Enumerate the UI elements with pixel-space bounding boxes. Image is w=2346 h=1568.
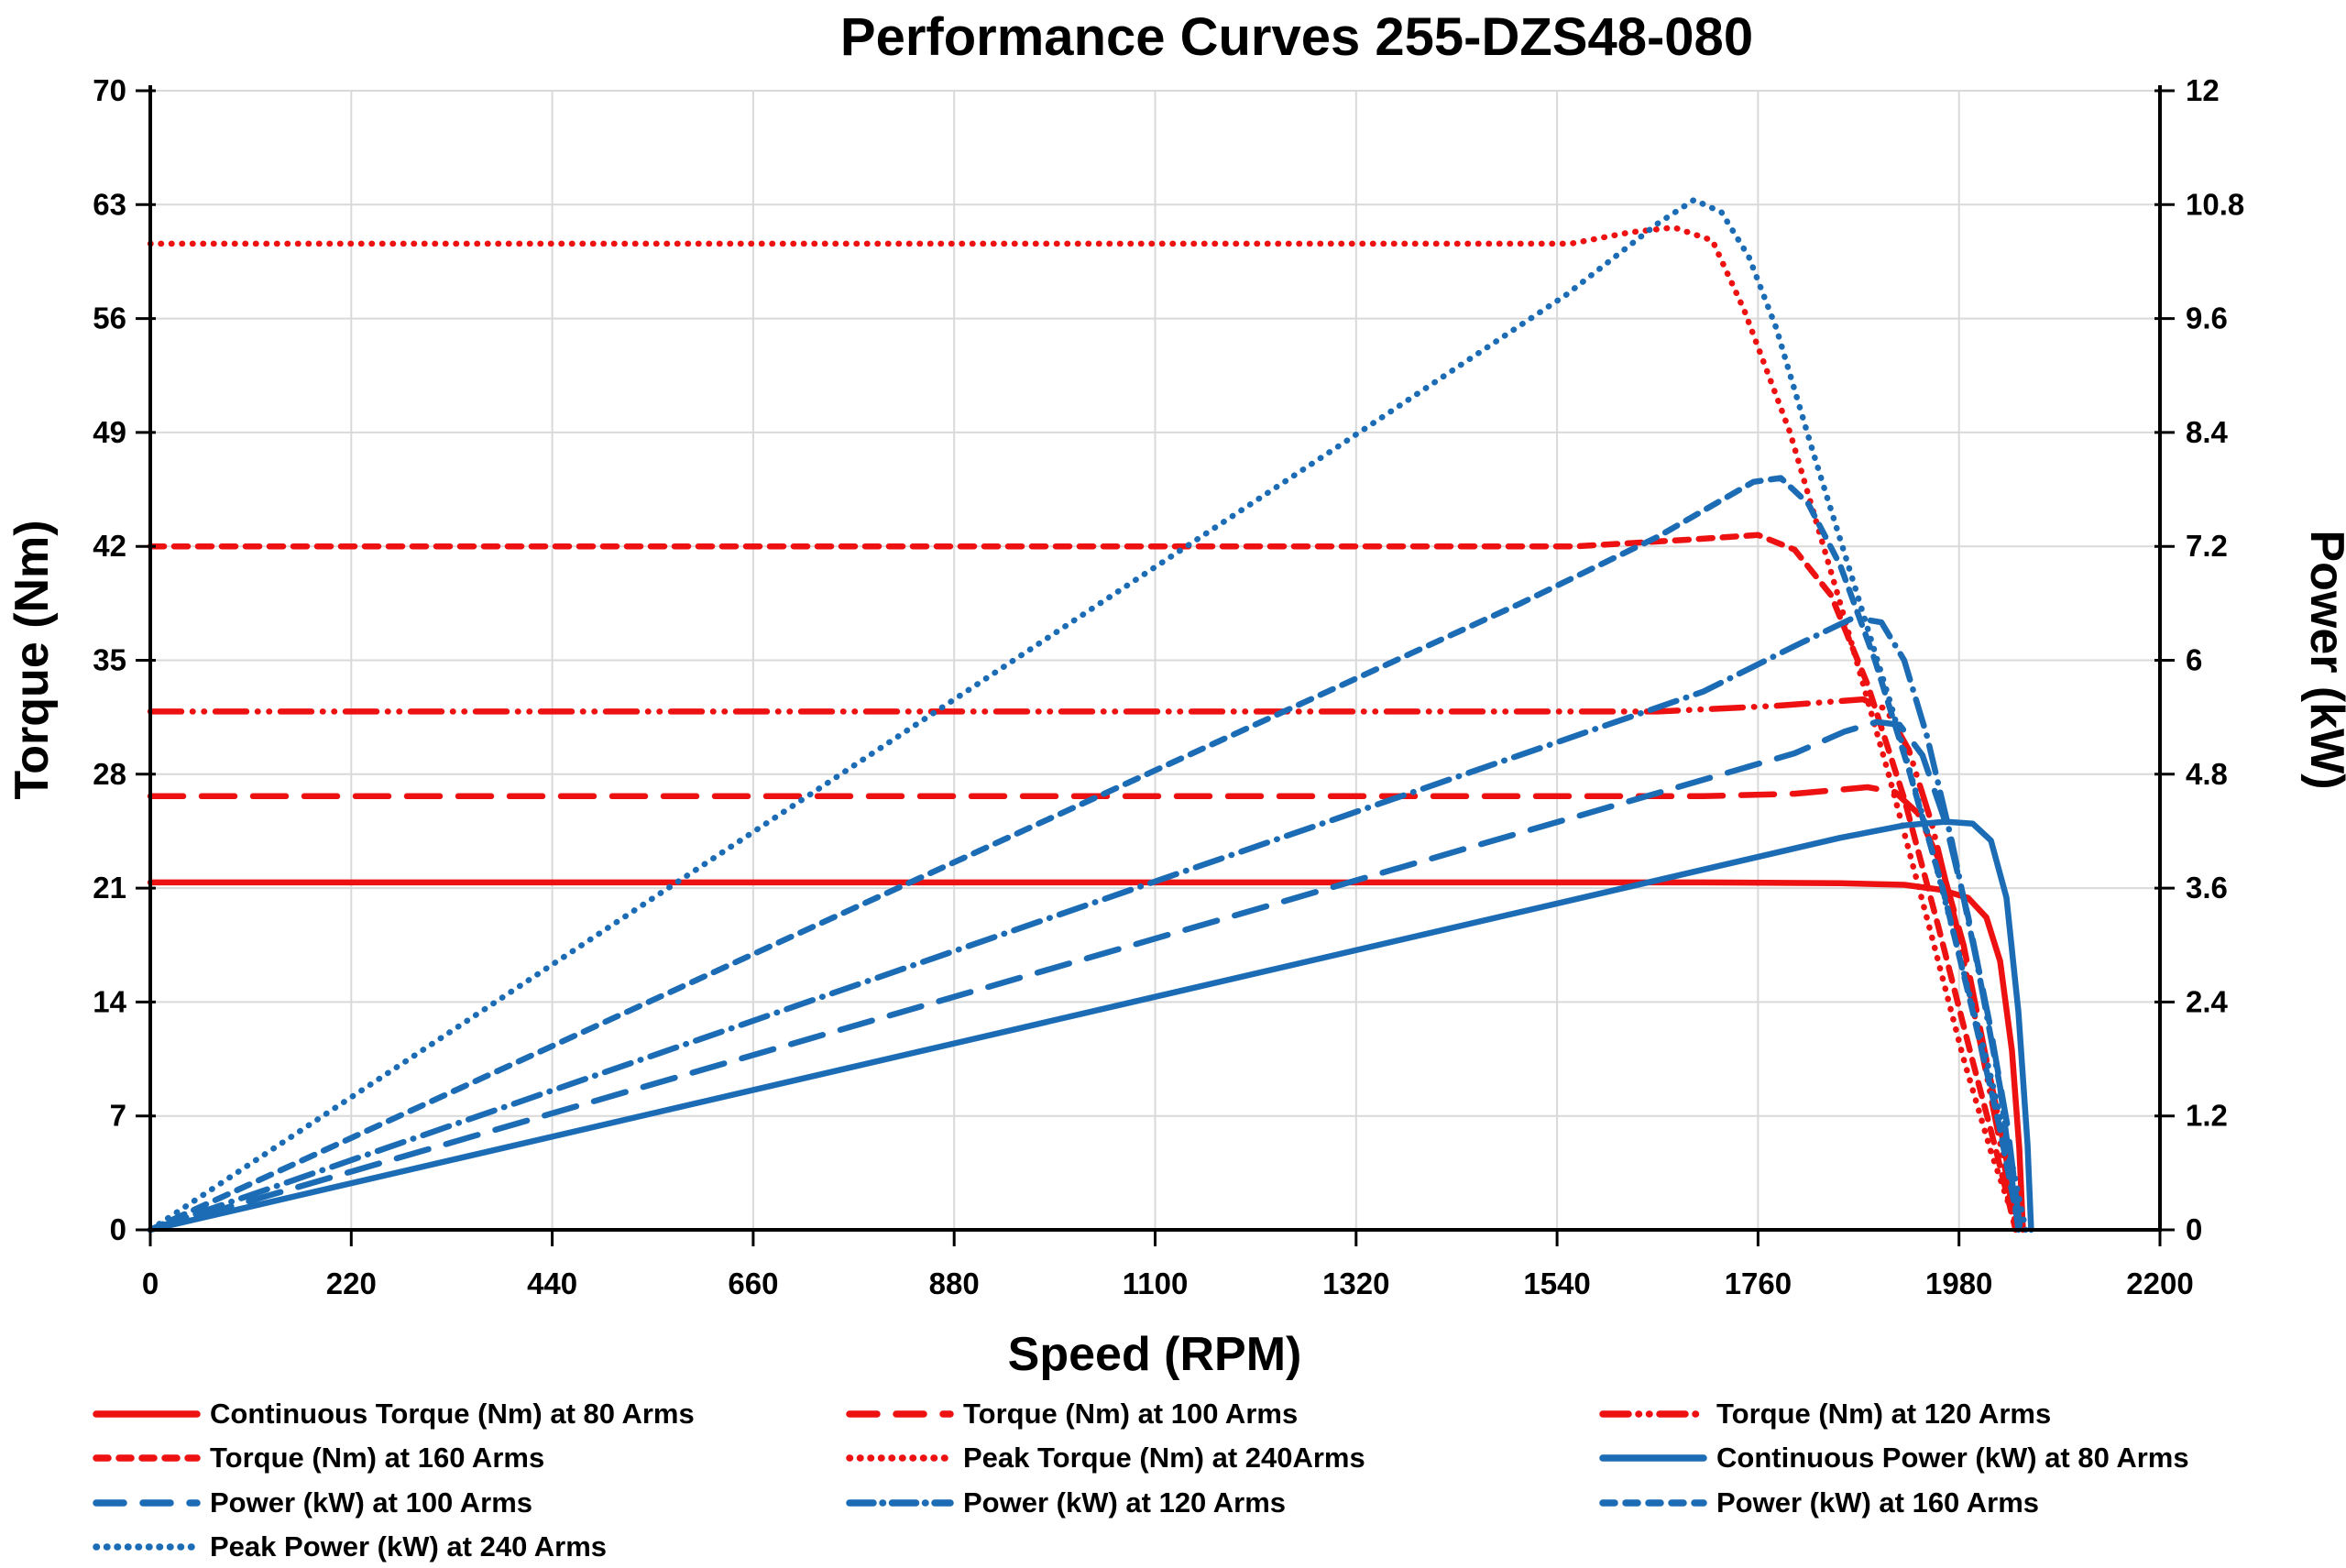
bottom-tick-label: 220 bbox=[326, 1266, 377, 1300]
right-tick-label: 12 bbox=[2186, 73, 2220, 107]
bottom-tick-label: 440 bbox=[527, 1266, 577, 1300]
right-tick-label: 2.4 bbox=[2186, 984, 2229, 1018]
bottom-tick-label: 1100 bbox=[1123, 1266, 1189, 1300]
series-t80 bbox=[147, 879, 2026, 1234]
x-axis-title: Speed (RPM) bbox=[1008, 1328, 1302, 1381]
chart-title: Performance Curves 255-DZS48-080 bbox=[840, 7, 1753, 67]
series-t120 bbox=[147, 696, 2020, 1234]
left-tick-label: 42 bbox=[93, 529, 126, 563]
series-curves bbox=[147, 196, 2034, 1234]
bottom-tick-label: 2200 bbox=[2126, 1266, 2193, 1300]
right-tick-label: 10.8 bbox=[2186, 187, 2244, 221]
left-tick-label: 49 bbox=[93, 415, 126, 449]
left-tick-label: 70 bbox=[93, 73, 126, 107]
left-tick-label: 0 bbox=[110, 1212, 126, 1246]
bottom-tick-label: 880 bbox=[929, 1266, 980, 1300]
right-tick-label: 8.4 bbox=[2186, 415, 2229, 449]
right-tick-label: 7.2 bbox=[2186, 529, 2228, 563]
bottom-tick-label: 1980 bbox=[1925, 1266, 1992, 1300]
bottom-tick-label: 660 bbox=[728, 1266, 778, 1300]
left-tick-label: 28 bbox=[93, 757, 126, 791]
left-tick-label: 14 bbox=[93, 984, 126, 1018]
bottom-tick-label: 1540 bbox=[1523, 1266, 1590, 1300]
tick-labels: 0 7 14 21 28 35 42 49 56 63 70 0 1.2 2.4 3.6 4.8 6 7.2 8.4… bbox=[93, 73, 2244, 1300]
right-tick-label: 6 bbox=[2186, 643, 2202, 677]
left-tick-label: 21 bbox=[93, 871, 126, 905]
left-tick-label: 7 bbox=[110, 1099, 126, 1133]
series-p120 bbox=[147, 614, 2022, 1234]
left-tick-label: 35 bbox=[93, 643, 126, 677]
right-axis-title: Power (kW) bbox=[2300, 530, 2346, 789]
bottom-tick-label: 1320 bbox=[1322, 1266, 1389, 1300]
bottom-tick-label: 0 bbox=[142, 1266, 159, 1300]
right-tick-label: 3.6 bbox=[2186, 871, 2228, 905]
right-tick-label: 0 bbox=[2186, 1212, 2202, 1246]
series-t240 bbox=[147, 224, 2021, 1234]
series-p80 bbox=[147, 818, 2034, 1234]
series-t160 bbox=[147, 532, 2019, 1234]
axes bbox=[136, 85, 2175, 1246]
series-p240 bbox=[147, 196, 2029, 1234]
left-tick-label: 63 bbox=[93, 187, 126, 221]
series-p160 bbox=[147, 475, 2023, 1234]
right-tick-label: 9.6 bbox=[2186, 302, 2228, 335]
left-axis-title: Torque (Nm) bbox=[5, 520, 59, 799]
left-tick-label: 56 bbox=[93, 302, 126, 335]
right-tick-label: 4.8 bbox=[2186, 757, 2228, 791]
bottom-tick-label: 1760 bbox=[1725, 1266, 1792, 1300]
right-tick-label: 1.2 bbox=[2186, 1099, 2228, 1133]
